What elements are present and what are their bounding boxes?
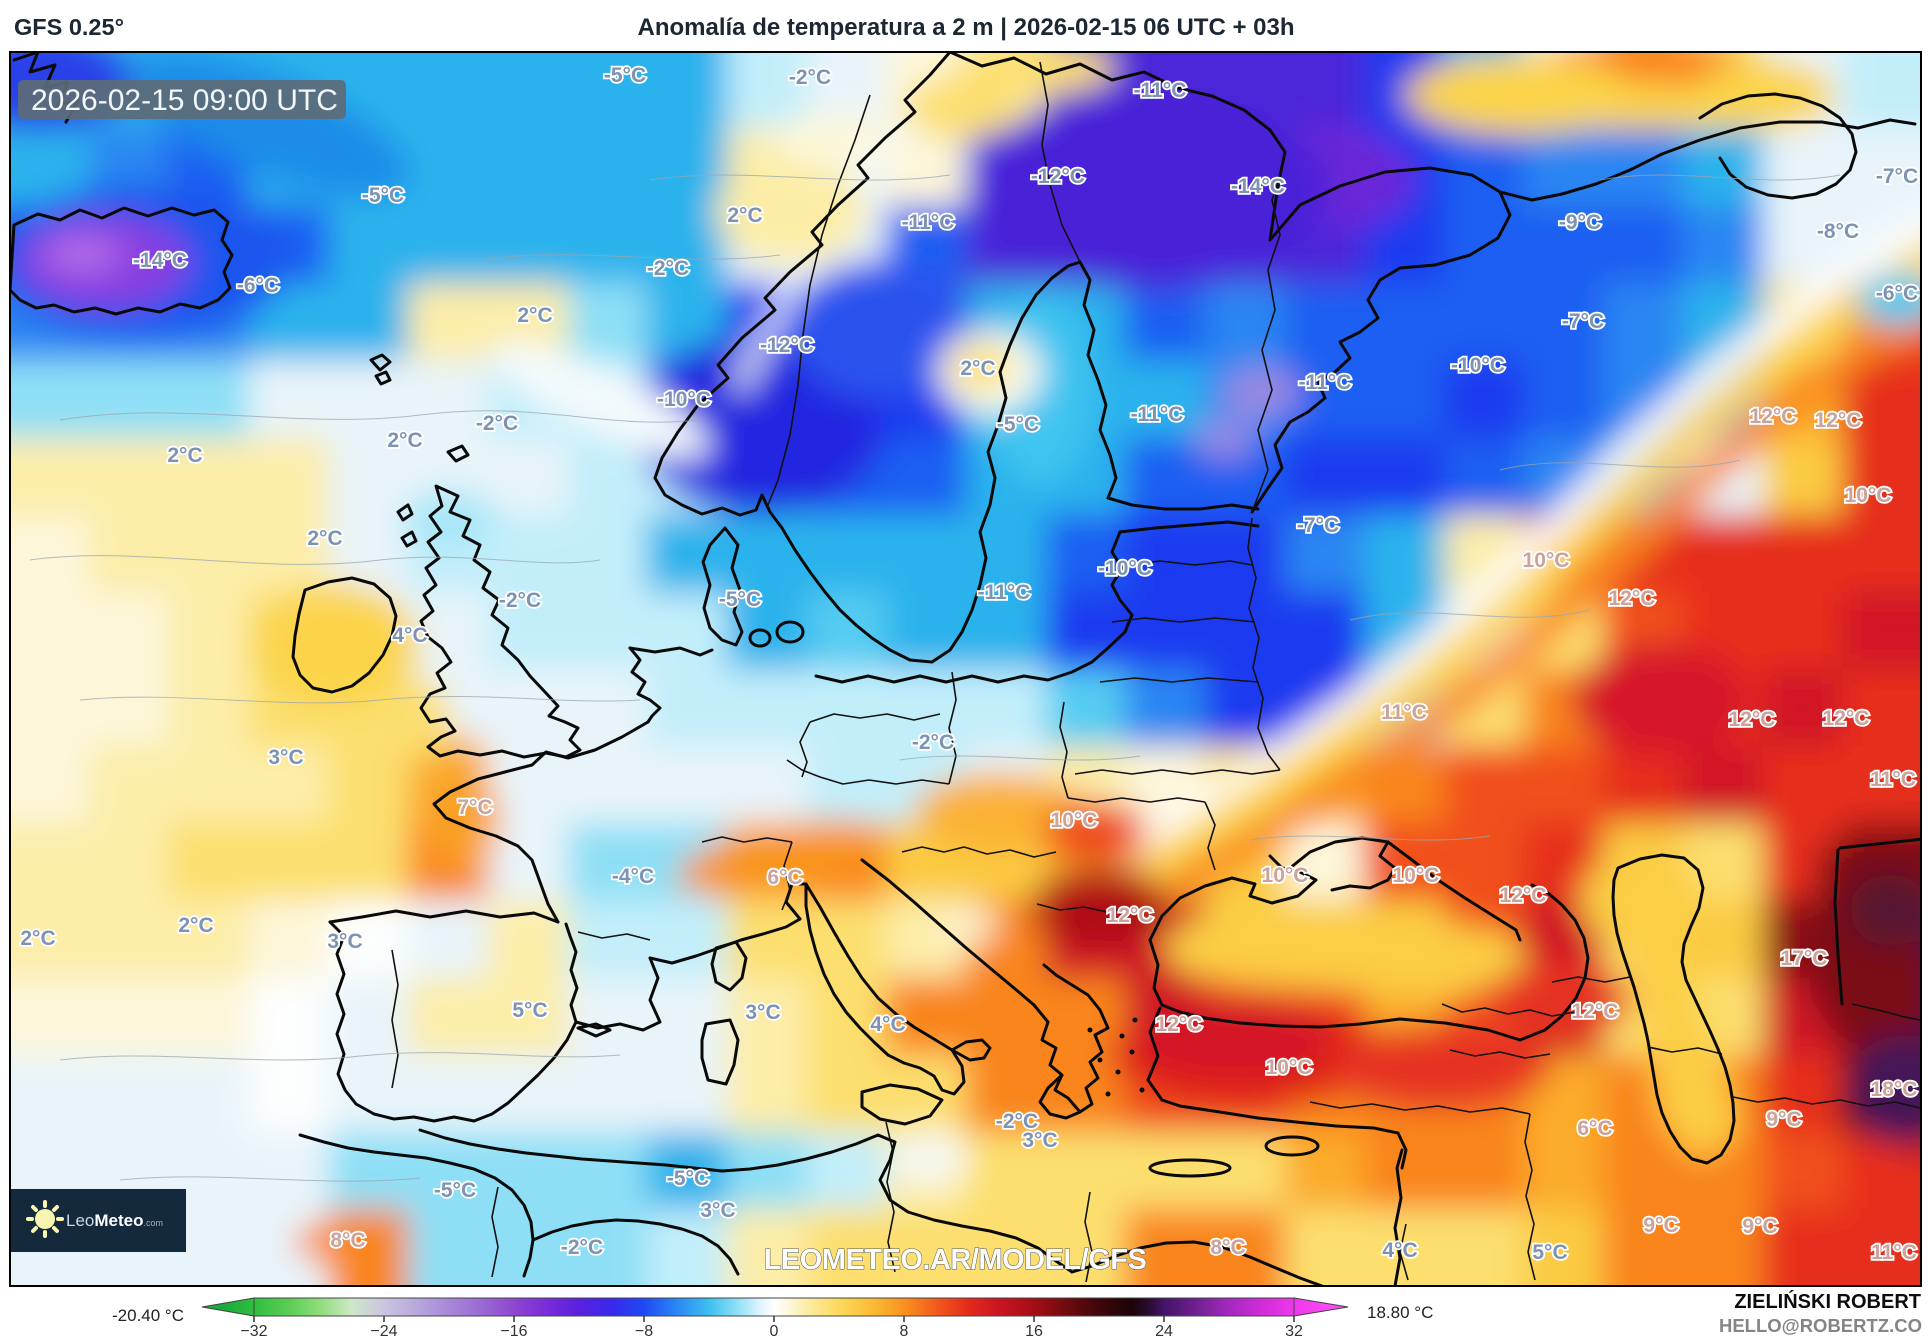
svg-text:32: 32 [1285, 1323, 1303, 1339]
svg-text:-2°C: -2°C [789, 66, 831, 89]
svg-text:2°C: 2°C [387, 429, 422, 452]
svg-text:-2°C: -2°C [561, 1236, 603, 1259]
svg-text:2°C: 2°C [307, 527, 342, 550]
svg-text:-10°C: -10°C [1098, 557, 1152, 580]
svg-text:2°C: 2°C [727, 204, 762, 227]
svg-text:-9°C: -9°C [1559, 211, 1601, 234]
svg-text:9°C: 9°C [1742, 1215, 1777, 1238]
svg-text:−24: −24 [370, 1323, 397, 1339]
svg-text:10°C: 10°C [1262, 864, 1309, 887]
svg-text:-7°C: -7°C [1297, 514, 1339, 537]
svg-text:2°C: 2°C [960, 357, 995, 380]
svg-text:3°C: 3°C [327, 930, 362, 953]
svg-text:2°C: 2°C [20, 927, 55, 950]
svg-text:8°C: 8°C [1210, 1236, 1245, 1259]
svg-text:-6°C: -6°C [1876, 282, 1918, 305]
svg-text:-6°C: -6°C [237, 274, 279, 297]
svg-text:12°C: 12°C [1500, 884, 1547, 907]
svg-text:3°C: 3°C [268, 746, 303, 769]
svg-text:-12°C: -12°C [1031, 165, 1085, 188]
svg-text:5°C: 5°C [512, 999, 547, 1022]
svg-text:7°C: 7°C [457, 796, 492, 819]
svg-text:18°C: 18°C [1871, 1078, 1918, 1101]
svg-text:-2°C: -2°C [996, 1110, 1038, 1133]
svg-text:0: 0 [770, 1323, 779, 1339]
svg-text:12°C: 12°C [1609, 587, 1656, 610]
svg-text:-14°C: -14°C [133, 249, 187, 272]
svg-text:−16: −16 [500, 1323, 527, 1339]
svg-text:-8°C: -8°C [1817, 220, 1859, 243]
svg-text:-5°C: -5°C [362, 184, 404, 207]
svg-text:10°C: 10°C [1266, 1056, 1313, 1079]
svg-text:8: 8 [900, 1323, 909, 1339]
svg-text:12°C: 12°C [1815, 409, 1862, 432]
svg-text:-2°C: -2°C [476, 412, 518, 435]
svg-text:−32: −32 [240, 1323, 267, 1339]
svg-text:-5°C: -5°C [667, 1167, 709, 1190]
svg-text:-2°C: -2°C [912, 731, 954, 754]
svg-text:12°C: 12°C [1729, 708, 1776, 731]
svg-text:4°C: 4°C [870, 1013, 905, 1036]
svg-text:-2°C: -2°C [647, 257, 689, 280]
svg-text:5°C: 5°C [1532, 1241, 1567, 1264]
svg-text:2°C: 2°C [517, 304, 552, 327]
svg-text:LeoMeteo.com: LeoMeteo.com [66, 1211, 163, 1230]
svg-text:3°C: 3°C [1022, 1129, 1057, 1152]
svg-text:11°C: 11°C [1870, 768, 1916, 791]
svg-text:12°C: 12°C [1107, 904, 1154, 927]
svg-text:12°C: 12°C [1156, 1013, 1203, 1036]
svg-text:16: 16 [1025, 1323, 1043, 1339]
svg-text:-10°C: -10°C [1451, 354, 1505, 377]
svg-text:11°C: 11°C [1871, 1241, 1917, 1264]
svg-text:LEOMETEO.AR/MODEL/GFS: LEOMETEO.AR/MODEL/GFS [764, 1244, 1147, 1276]
svg-text:-10°C: -10°C [657, 388, 711, 411]
svg-text:-5°C: -5°C [434, 1179, 476, 1202]
svg-text:10°C: 10°C [1523, 549, 1570, 572]
svg-text:-11°C: -11°C [1299, 371, 1352, 394]
svg-text:9°C: 9°C [1643, 1214, 1678, 1237]
svg-text:4°C: 4°C [392, 624, 427, 647]
svg-text:-11°C: -11°C [1131, 403, 1184, 426]
svg-text:4°C: 4°C [1382, 1239, 1417, 1262]
svg-text:10°C: 10°C [1845, 484, 1892, 507]
svg-text:-11°C: -11°C [978, 581, 1031, 604]
svg-text:2026-02-15 09:00 UTC: 2026-02-15 09:00 UTC [31, 84, 338, 117]
svg-text:12°C: 12°C [1823, 707, 1870, 730]
svg-text:2°C: 2°C [167, 444, 202, 467]
svg-text:10°C: 10°C [1393, 864, 1440, 887]
svg-text:-5°C: -5°C [719, 588, 761, 611]
svg-text:-2°C: -2°C [499, 589, 541, 612]
svg-text:-14°C: -14°C [1231, 175, 1285, 198]
svg-text:10°C: 10°C [1051, 809, 1098, 832]
svg-text:9°C: 9°C [1766, 1108, 1801, 1131]
svg-text:3°C: 3°C [700, 1199, 735, 1222]
svg-text:3°C: 3°C [745, 1001, 780, 1024]
svg-text:-11°C: -11°C [1134, 79, 1187, 102]
svg-text:12°C: 12°C [1750, 405, 1797, 428]
svg-text:-12°C: -12°C [760, 334, 814, 357]
svg-text:−8: −8 [635, 1323, 653, 1339]
svg-text:8°C: 8°C [330, 1229, 365, 1252]
svg-text:-7°C: -7°C [1876, 165, 1918, 188]
svg-text:-11°C: -11°C [902, 211, 955, 234]
svg-text:-7°C: -7°C [1562, 310, 1604, 333]
svg-text:12°C: 12°C [1572, 1000, 1619, 1023]
svg-text:-4°C: -4°C [612, 865, 654, 888]
svg-text:24: 24 [1155, 1323, 1173, 1339]
svg-text:11°C: 11°C [1381, 701, 1427, 724]
svg-text:6°C: 6°C [767, 866, 802, 889]
svg-text:6°C: 6°C [1577, 1117, 1612, 1140]
svg-text:17°C: 17°C [1781, 947, 1828, 970]
svg-text:-5°C: -5°C [997, 413, 1039, 436]
svg-text:2°C: 2°C [178, 914, 213, 937]
svg-text:-5°C: -5°C [604, 64, 646, 87]
